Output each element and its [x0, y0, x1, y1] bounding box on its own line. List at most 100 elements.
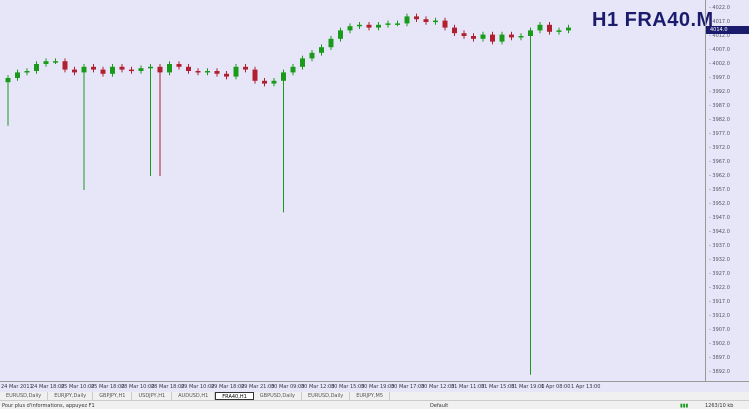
candle: [347, 23, 353, 34]
time-axis[interactable]: 24 Mar 2011 24 Mar 18:00 25 Mar 10:00 25 Ma…: [0, 381, 749, 392]
time-label: 30 Mar 09:00: [271, 384, 305, 390]
candle: [271, 78, 277, 87]
candle: [5, 75, 11, 126]
price-label: - 4002.0: [709, 61, 730, 67]
candle-body: [442, 20, 448, 28]
chart-window[interactable]: H1 FRA40.M - 4022.0 - 4017.0 - 4012.0 - 400…: [0, 0, 749, 392]
candle-body: [43, 61, 49, 64]
price-label: - 3982.0: [709, 117, 730, 123]
price-label: - 3952.0: [709, 201, 730, 207]
time-label: 28 Mar 18:00: [151, 384, 185, 390]
candle: [243, 64, 248, 73]
status-bar: Pour plus d'informations, appuyez F1 Def…: [0, 400, 749, 409]
chart-tab[interactable]: FRA40,H1: [215, 392, 254, 400]
candle: [43, 58, 49, 67]
chart-tab[interactable]: GBPUSD,Daily: [254, 392, 303, 400]
candle: [72, 66, 77, 76]
price-label: - 4012.0: [709, 33, 730, 39]
time-label: 25 Mar 10:00: [61, 384, 95, 390]
candle: [129, 66, 134, 74]
chart-tabs: EURUSD,Daily EURJPY,Daily GBPJPY,H1 USDJPY,…: [0, 392, 749, 400]
candle-body: [528, 30, 533, 36]
candle: [110, 64, 115, 77]
candle-body: [24, 71, 30, 73]
candle-body: [300, 58, 305, 67]
time-label: 31 Mar 11:00: [451, 384, 485, 390]
time-label: 1 Apr 13:00: [571, 384, 601, 390]
candle: [452, 24, 457, 36]
candle-body: [167, 64, 172, 73]
price-label: - 3892.0: [709, 369, 730, 375]
chart-tab[interactable]: EURJPY,M5: [350, 392, 391, 400]
candle: [148, 64, 153, 176]
price-label: - 3912.0: [709, 313, 730, 319]
chart-title: H1 FRA40.M: [592, 9, 714, 31]
candle: [547, 22, 552, 35]
candle-body: [157, 66, 163, 73]
price-axis[interactable]: - 4022.0 - 4017.0 - 4012.0 - 4007.0 - 4002.0…: [705, 0, 749, 381]
candle-body: [5, 78, 11, 83]
candle-body: [252, 69, 258, 81]
candle: [471, 33, 476, 42]
price-label: - 3922.0: [709, 285, 730, 291]
candle-body: [461, 33, 467, 36]
candlestick-plot[interactable]: [0, 0, 705, 381]
price-label: - 3907.0: [709, 327, 730, 333]
candle: [176, 61, 182, 70]
candle: [537, 22, 543, 34]
candle: [233, 64, 239, 80]
candle-body: [452, 27, 457, 34]
chart-tab[interactable]: USDJPY,H1: [132, 392, 173, 400]
candle-body: [480, 34, 486, 39]
chart-tab[interactable]: EURUSD,Daily: [0, 392, 49, 400]
price-label: - 3987.0: [709, 103, 730, 109]
candle: [167, 61, 172, 76]
price-label: - 3932.0: [709, 257, 730, 263]
candle: [100, 66, 106, 77]
chart-tab[interactable]: AUDUSD,H1: [172, 392, 216, 400]
candle: [262, 78, 267, 87]
price-label: - 3977.0: [709, 131, 730, 137]
price-label: - 4017.0: [709, 19, 730, 25]
candle-body: [414, 16, 419, 20]
time-label: 29 Mar 10:00: [181, 384, 215, 390]
candle: [442, 17, 448, 31]
price-label: - 3947.0: [709, 215, 730, 221]
candle-body: [15, 72, 20, 78]
candle: [423, 16, 429, 25]
candle: [300, 55, 305, 70]
candle: [338, 27, 343, 42]
candle: [328, 36, 334, 50]
chart-tab[interactable]: GBPJPY,H1: [93, 392, 133, 400]
price-label: - 4022.0: [709, 5, 730, 11]
candle-body: [404, 16, 410, 24]
candle-body: [186, 66, 191, 71]
candle: [433, 17, 438, 25]
chart-tab[interactable]: EURUSD,Daily: [302, 392, 351, 400]
candle-body: [471, 36, 476, 39]
candle: [34, 61, 39, 74]
candle-body: [537, 24, 543, 31]
candle-body: [395, 23, 400, 25]
candle-body: [385, 23, 391, 25]
chart-tab[interactable]: EURJPY,Daily: [48, 392, 94, 400]
candle-body: [423, 19, 429, 22]
candle: [214, 68, 220, 77]
candle: [480, 31, 486, 42]
price-label: - 3992.0: [709, 89, 730, 95]
time-label: 29 Mar 18:00: [211, 384, 245, 390]
candle-body: [328, 38, 334, 48]
candle: [395, 20, 400, 27]
candle-body: [490, 34, 495, 42]
time-label: 1 Apr 08:00: [541, 384, 571, 390]
candle-body: [205, 71, 210, 73]
candle: [186, 64, 191, 74]
candle: [62, 58, 68, 73]
time-label: 31 Mar 19:00: [511, 384, 545, 390]
candle: [404, 13, 410, 27]
time-label: 31 Mar 15:00: [481, 384, 515, 390]
candle-body: [148, 66, 153, 69]
candle: [53, 58, 58, 64]
candle: [518, 33, 524, 41]
candle-body: [138, 68, 144, 71]
